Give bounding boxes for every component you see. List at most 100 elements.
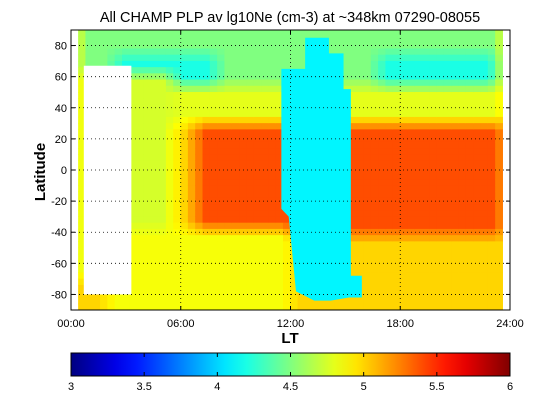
heatmap-cell xyxy=(465,42,474,49)
heatmap-cell xyxy=(451,36,460,43)
heatmap-cell xyxy=(422,260,430,267)
heatmap-cell xyxy=(370,241,379,249)
heatmap-cell xyxy=(414,241,423,249)
heatmap-cell xyxy=(136,166,145,174)
heatmap-cell xyxy=(151,303,160,310)
heatmap-cell xyxy=(392,98,401,105)
heatmap-cell xyxy=(392,110,401,118)
heatmap-cell xyxy=(195,48,203,56)
heatmap-cell xyxy=(187,191,196,199)
heatmap-cell xyxy=(414,185,423,193)
heatmap-cell xyxy=(282,60,291,68)
heatmap-cell xyxy=(195,235,203,242)
heatmap-cell xyxy=(261,303,269,310)
heatmap-cell xyxy=(363,253,372,261)
heatmap-cell xyxy=(473,123,482,130)
heatmap-cell xyxy=(356,179,364,186)
heatmap-cell xyxy=(334,30,343,37)
heatmap-cell xyxy=(239,30,247,37)
heatmap-cell xyxy=(253,235,262,242)
heatmap-cell xyxy=(392,166,401,174)
heatmap-cell xyxy=(429,104,438,112)
heatmap-cell xyxy=(275,179,284,186)
heatmap-cell xyxy=(173,191,182,199)
heatmap-cell xyxy=(187,172,196,180)
heatmap-cell xyxy=(78,30,86,37)
heatmap-cell xyxy=(143,303,152,310)
heatmap-cell xyxy=(422,123,430,130)
heatmap-cell xyxy=(217,204,225,211)
heatmap-cell xyxy=(151,247,160,255)
heatmap-cell xyxy=(268,129,277,137)
colorbar-tick-label: 3.5 xyxy=(137,381,152,393)
heatmap-cell xyxy=(136,241,145,249)
heatmap-cell xyxy=(378,141,386,149)
heatmap-cell xyxy=(195,241,203,249)
heatmap-cell xyxy=(370,197,379,205)
heatmap-cell xyxy=(385,222,394,230)
heatmap-cell xyxy=(158,135,167,143)
heatmap-cell xyxy=(129,98,138,105)
heatmap-cell xyxy=(473,297,482,305)
heatmap-cell xyxy=(370,303,379,310)
heatmap-cell xyxy=(173,253,182,261)
heatmap-cell xyxy=(180,297,189,305)
heatmap-cell xyxy=(209,266,218,273)
heatmap-cell xyxy=(378,166,386,174)
heatmap-cell xyxy=(465,216,474,224)
heatmap-cell xyxy=(78,141,86,149)
heatmap-cell xyxy=(246,210,255,217)
heatmap-cell xyxy=(414,92,423,99)
heatmap-cell xyxy=(224,92,233,99)
heatmap-cell xyxy=(392,297,401,305)
heatmap-cell xyxy=(180,166,189,174)
heatmap-cell xyxy=(436,160,445,168)
heatmap-cell xyxy=(78,197,86,205)
heatmap-cell xyxy=(458,191,467,199)
heatmap-cell xyxy=(268,185,277,193)
heatmap-cell xyxy=(231,154,240,161)
heatmap-cell xyxy=(165,297,174,305)
heatmap-cell xyxy=(85,48,94,56)
heatmap-cell xyxy=(356,154,364,161)
heatmap-cell xyxy=(187,79,196,87)
heatmap-cell xyxy=(407,36,416,43)
heatmap-cell xyxy=(151,284,160,292)
heatmap-cell xyxy=(239,92,247,99)
heatmap-cell xyxy=(143,172,152,180)
heatmap-cell xyxy=(173,104,182,112)
heatmap-cell xyxy=(429,235,438,242)
heatmap-cell xyxy=(143,160,152,168)
heatmap-cell xyxy=(129,241,138,249)
heatmap-cell xyxy=(151,191,160,199)
heatmap-cell xyxy=(414,278,423,286)
heatmap-cell xyxy=(224,278,233,286)
heatmap-cell xyxy=(385,148,394,155)
heatmap-cell xyxy=(114,42,123,49)
heatmap-cell xyxy=(451,67,460,74)
heatmap-cell xyxy=(495,98,503,105)
heatmap-cell xyxy=(414,67,423,74)
heatmap-cell xyxy=(202,104,211,112)
heatmap-cell xyxy=(231,272,240,280)
heatmap-cell xyxy=(407,148,416,155)
heatmap-cell xyxy=(275,110,284,118)
heatmap-cell xyxy=(451,297,460,305)
heatmap-cell xyxy=(239,54,247,62)
heatmap-cell xyxy=(480,185,489,193)
heatmap-cell xyxy=(136,260,145,267)
heatmap-cell xyxy=(407,284,416,292)
heatmap-cell xyxy=(136,216,145,224)
heatmap-cell xyxy=(429,42,438,49)
heatmap-cell xyxy=(495,222,503,230)
heatmap-cell xyxy=(209,204,218,211)
heatmap-cell xyxy=(165,179,174,186)
heatmap-cell xyxy=(422,160,430,168)
heatmap-cell xyxy=(136,104,145,112)
heatmap-cell xyxy=(348,85,357,93)
heatmap-cell xyxy=(261,247,269,255)
heatmap-cell xyxy=(275,172,284,180)
heatmap-cell xyxy=(451,210,460,217)
heatmap-cell xyxy=(231,235,240,242)
heatmap-cell xyxy=(253,210,262,217)
